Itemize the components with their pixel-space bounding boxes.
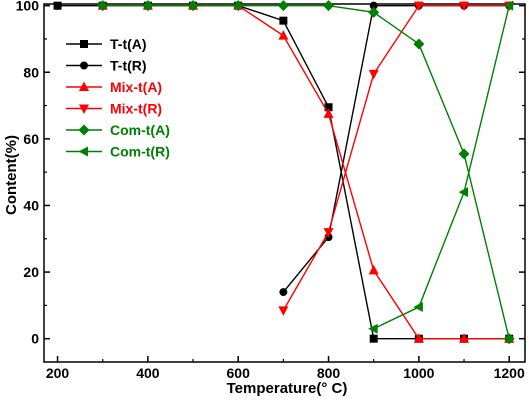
data-point-com-t-r — [413, 302, 423, 313]
legend-label-t-t-a: T-t(A) — [110, 36, 147, 52]
y-tick-label: 60 — [23, 131, 39, 147]
x-tick-label: 1000 — [403, 365, 434, 381]
x-tick-label: 1200 — [494, 365, 525, 381]
y-axis-title: Content(%) — [3, 135, 20, 215]
data-point-com-t-a — [142, 0, 154, 12]
data-point-t-t-r — [279, 288, 288, 297]
legend-label-com-t-r: Com-t(R) — [110, 144, 170, 160]
data-point-com-t-a — [458, 148, 470, 160]
series-line-mix-t-r — [282, 4, 510, 311]
data-point-t-t-a — [279, 16, 288, 25]
data-point-mix-t-a — [459, 333, 470, 343]
x-tick-label: 200 — [46, 365, 70, 381]
data-point-t-t-a — [53, 1, 62, 10]
legend-marker-com-t-r — [78, 146, 88, 157]
y-tick-label: 100 — [16, 0, 40, 14]
data-point-com-t-a — [232, 0, 244, 12]
data-point-com-t-a — [368, 6, 380, 18]
data-point-mix-t-a — [323, 108, 334, 118]
y-tick-label: 20 — [23, 264, 39, 280]
data-point-com-t-r — [368, 323, 378, 334]
legend-label-mix-t-a: Mix-t(A) — [110, 79, 162, 95]
data-point-com-t-a — [503, 333, 515, 345]
data-point-mix-t-r — [413, 1, 424, 12]
data-point-com-t-r — [458, 187, 469, 198]
series-line-t-t-r — [282, 4, 510, 293]
legend-marker-mix-t-r — [79, 104, 89, 114]
legend-marker-t-t-a — [80, 40, 88, 48]
data-point-com-t-a — [323, 0, 335, 12]
data-point-t-t-a — [369, 334, 378, 343]
series-line-com-t-a — [102, 4, 510, 339]
x-axis-title: Temperature(° C) — [227, 380, 348, 397]
legend-marker-com-t-a — [78, 124, 90, 136]
legend-label-com-t-a: Com-t(A) — [110, 122, 170, 138]
data-point-mix-t-r — [323, 228, 334, 238]
legend-marker-mix-t-a — [79, 81, 89, 91]
data-point-mix-t-a — [368, 264, 379, 275]
y-tick-label: 0 — [31, 331, 39, 347]
data-point-t-t-a — [324, 103, 333, 112]
data-point-t-t-r — [369, 1, 378, 10]
data-point-com-t-a — [97, 0, 109, 12]
legend-marker-t-t-r — [80, 61, 88, 70]
data-point-com-t-a — [413, 38, 425, 50]
y-tick-label: 40 — [23, 197, 39, 213]
data-point-mix-t-r — [368, 69, 379, 80]
data-point-mix-t-r — [278, 306, 289, 316]
x-tick-label: 600 — [227, 365, 251, 381]
x-tick-label: 800 — [317, 365, 341, 381]
data-point-mix-t-a — [413, 333, 424, 343]
data-point-com-t-a — [277, 0, 289, 12]
y-tick-label: 80 — [23, 64, 39, 80]
legend-label-mix-t-r: Mix-t(R) — [110, 101, 162, 117]
data-point-com-t-a — [187, 0, 199, 12]
series-line-com-t-r — [373, 5, 510, 330]
legend-label-t-t-r: T-t(R) — [110, 58, 147, 74]
data-point-mix-t-a — [278, 30, 289, 40]
x-tick-label: 400 — [136, 365, 160, 381]
data-point-com-t-r — [503, 0, 514, 11]
series-line-mix-t-a — [102, 4, 510, 340]
data-point-mix-t-r — [459, 1, 470, 12]
